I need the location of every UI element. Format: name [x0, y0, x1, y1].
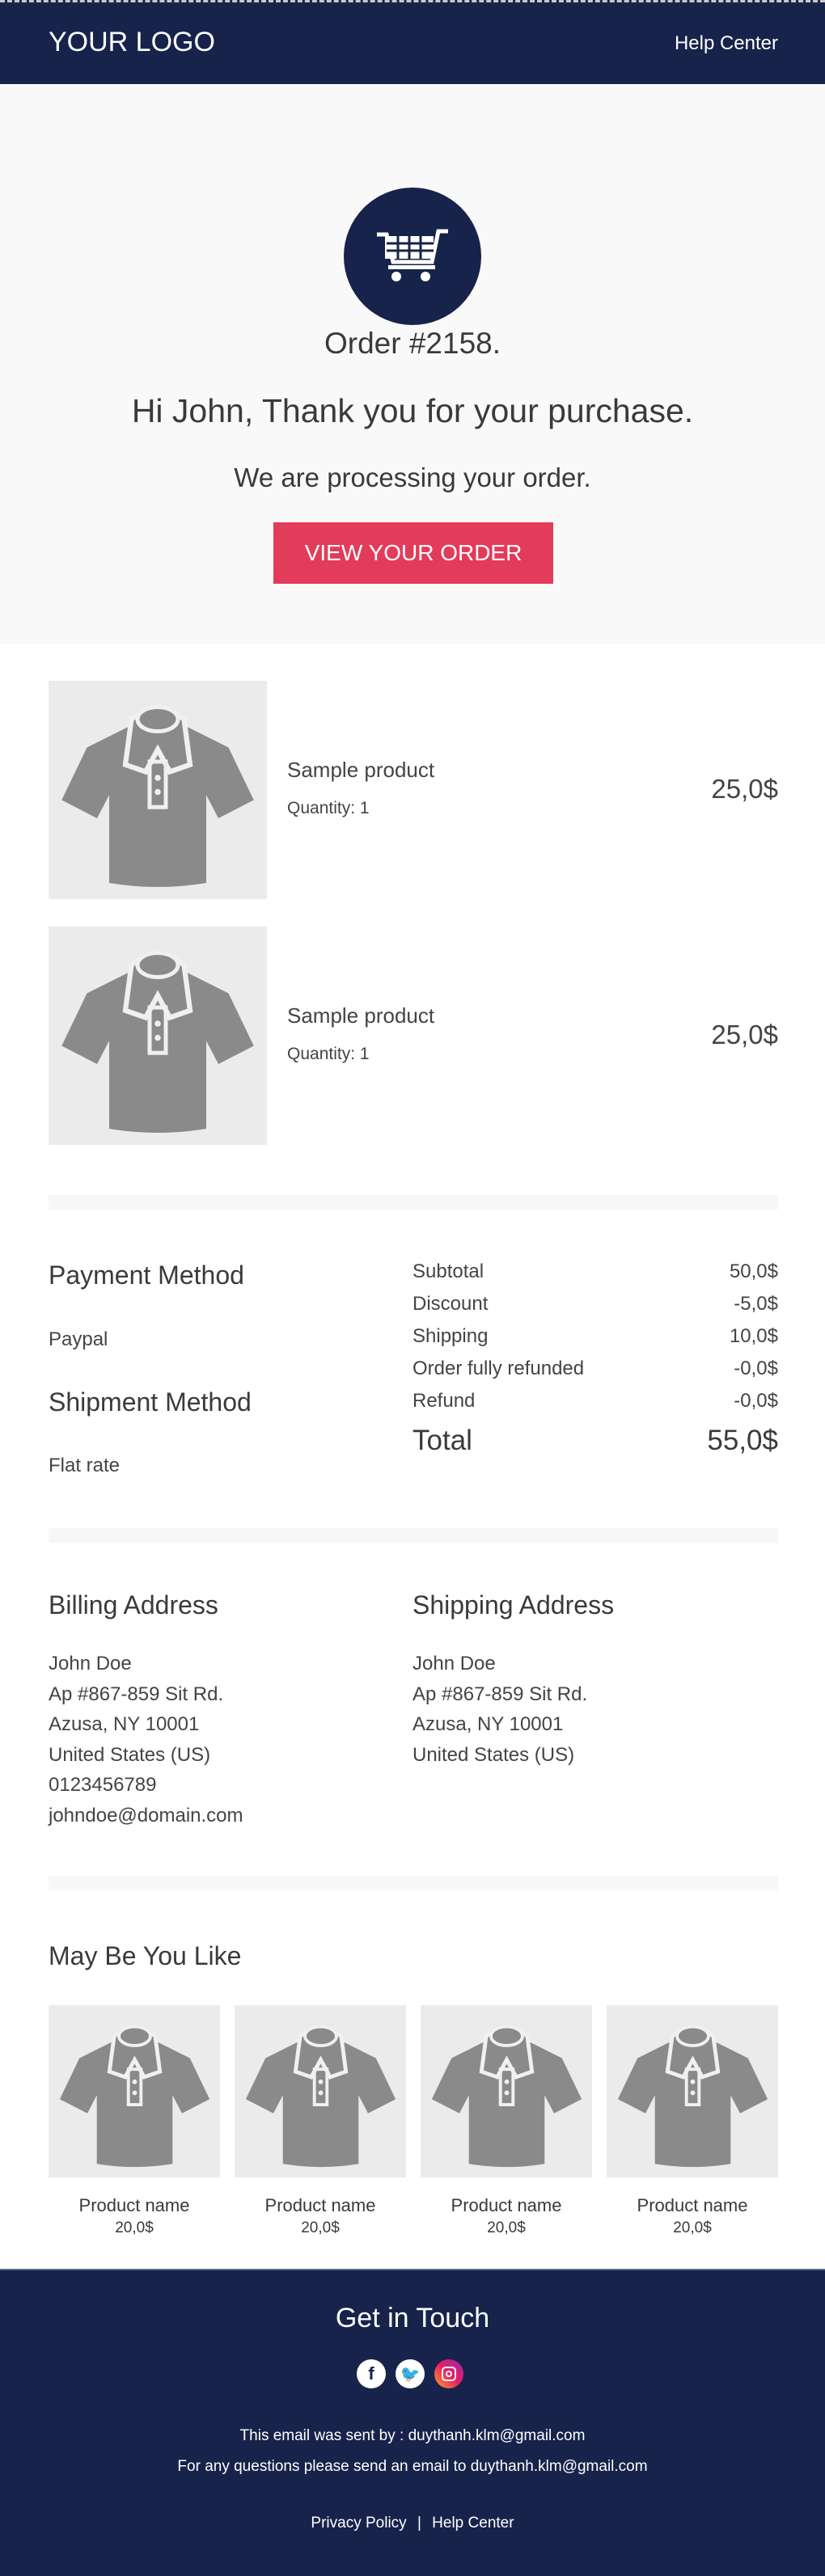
shirt-icon — [57, 689, 259, 891]
help-center-link[interactable]: Help Center — [432, 2515, 514, 2532]
link-separator: | — [417, 2515, 421, 2532]
summary-value: -0,0$ — [734, 1358, 778, 1379]
item-name: Sample product — [287, 1003, 435, 1028]
address-line: John Doe — [412, 1653, 496, 1674]
divider — [49, 1195, 778, 1210]
shirt-icon — [428, 2012, 586, 2170]
twitter-icon[interactable]: 🐦 — [396, 2359, 425, 2388]
product-card[interactable]: Product name 20,0$ — [235, 2005, 406, 2237]
address-line: Azusa, NY 10001 — [412, 1713, 564, 1735]
shirt-icon — [242, 2012, 400, 2170]
summary-value: 10,0$ — [729, 1325, 778, 1347]
item-quantity: Quantity: 1 — [287, 799, 370, 817]
email: johndoe@domain.com — [49, 1804, 243, 1826]
product-card[interactable]: Product name 20,0$ — [49, 2005, 220, 2237]
summary-label: Refund — [412, 1390, 476, 1412]
item-quantity: Quantity: 1 — [287, 1045, 370, 1063]
billing-address: John Doe Ap #867-859 Sit Rd. Azusa, NY 1… — [49, 1649, 243, 1831]
total-row: Total 55,0$ — [412, 1425, 778, 1457]
product-card[interactable]: Product name 20,0$ — [607, 2005, 778, 2237]
product-name: Product name — [637, 2195, 748, 2215]
product-image — [49, 2005, 220, 2177]
address-line: Azusa, NY 10001 — [49, 1713, 200, 1735]
total-value: 55,0$ — [707, 1425, 778, 1456]
instagram-icon[interactable] — [434, 2359, 463, 2388]
summary-label: Order fully refunded — [412, 1358, 585, 1379]
summary-row: Shipping 10,0$ — [412, 1325, 778, 1348]
summary-row: Refund -0,0$ — [412, 1390, 778, 1413]
address-line: John Doe — [49, 1653, 132, 1674]
payment-method-title: Payment Method — [49, 1261, 244, 1290]
phone: 0123456789 — [49, 1774, 157, 1796]
payment-method-value: Paypal — [49, 1328, 108, 1350]
summary-value: -0,0$ — [734, 1390, 778, 1412]
order-number: Order #2158. — [324, 327, 501, 360]
address-line: Ap #867-859 Sit Rd. — [49, 1683, 224, 1705]
shopping-cart-icon — [344, 188, 481, 325]
product-price: 20,0$ — [673, 2219, 712, 2236]
product-image — [421, 2005, 592, 2177]
product-name: Product name — [264, 2195, 376, 2215]
product-name: Product name — [78, 2195, 190, 2215]
shipment-method-value: Flat rate — [49, 1455, 121, 1476]
divider — [49, 1876, 778, 1890]
header: YOUR LOGO Help Center — [0, 0, 825, 84]
order-status: We are processing your order. — [234, 462, 591, 492]
product-card[interactable]: Product name 20,0$ — [421, 2005, 592, 2237]
product-image — [235, 2005, 406, 2177]
shirt-icon — [56, 2012, 214, 2170]
product-price: 20,0$ — [301, 2219, 340, 2236]
address-line: United States (US) — [412, 1743, 575, 1766]
total-label: Total — [412, 1425, 472, 1456]
item-price: 25,0$ — [711, 774, 778, 804]
shirt-icon — [614, 2012, 772, 2170]
greeting: Hi John, Thank you for your purchase. — [131, 392, 694, 429]
shipment-method-title: Shipment Method — [49, 1387, 252, 1417]
product-price: 20,0$ — [115, 2219, 154, 2236]
summary-value: 50,0$ — [729, 1261, 778, 1282]
summary-row: Discount -5,0$ — [412, 1293, 778, 1315]
item-price: 25,0$ — [711, 1020, 778, 1049]
summary-label: Subtotal — [412, 1261, 484, 1282]
address-line: United States (US) — [49, 1743, 211, 1766]
shipping-address: John Doe Ap #867-859 Sit Rd. Azusa, NY 1… — [412, 1649, 587, 1770]
summary-row: Order fully refunded -0,0$ — [412, 1358, 778, 1380]
view-order-button[interactable]: VIEW YOUR ORDER — [273, 522, 553, 584]
divider — [49, 1528, 778, 1543]
product-image — [49, 681, 267, 899]
help-center-link[interactable]: Help Center — [674, 32, 778, 54]
summary-value: -5,0$ — [734, 1293, 778, 1315]
product-price: 20,0$ — [487, 2219, 526, 2236]
billing-address-title: Billing Address — [49, 1590, 218, 1620]
recommend-title: May Be You Like — [49, 1941, 242, 1970]
footer: Get in Touch f 🐦 This email was sent by … — [0, 2269, 825, 2576]
address-line: Ap #867-859 Sit Rd. — [412, 1683, 588, 1705]
shipping-address-title: Shipping Address — [412, 1590, 615, 1620]
social-links: f 🐦 — [357, 2359, 463, 2388]
footer-links: Privacy Policy | Help Center — [0, 2515, 825, 2532]
product-image — [607, 2005, 778, 2177]
item-name: Sample product — [287, 758, 435, 782]
footer-title: Get in Touch — [335, 2303, 490, 2333]
summary-label: Shipping — [412, 1325, 489, 1347]
summary-row: Subtotal 50,0$ — [412, 1261, 778, 1283]
privacy-policy-link[interactable]: Privacy Policy — [311, 2515, 407, 2532]
sent-by-text: This email was sent by : duythanh.klm@gm… — [239, 2427, 586, 2444]
product-image — [49, 927, 267, 1145]
logo[interactable]: YOUR LOGO — [49, 27, 215, 57]
questions-text: For any questions please send an email t… — [177, 2458, 648, 2475]
shirt-icon — [57, 935, 259, 1137]
facebook-icon[interactable]: f — [357, 2359, 386, 2388]
summary-label: Discount — [412, 1293, 489, 1315]
product-name: Product name — [451, 2195, 562, 2215]
